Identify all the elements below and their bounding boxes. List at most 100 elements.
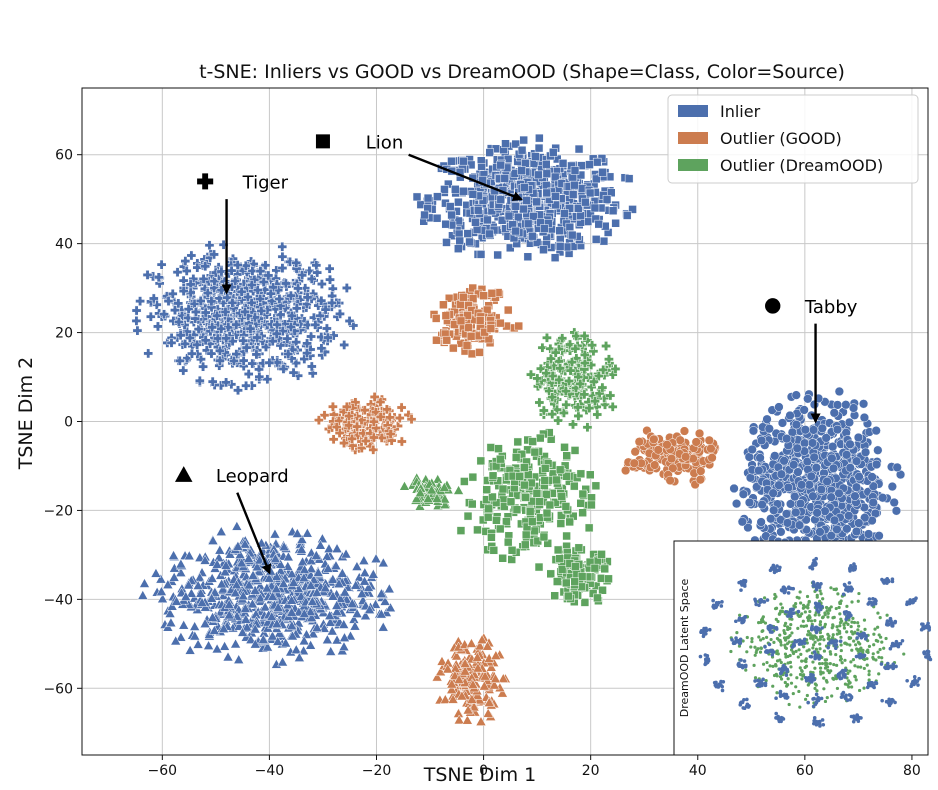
scatter-point <box>206 592 218 603</box>
scatter-point <box>483 697 495 707</box>
inset-outlier-point <box>801 603 806 607</box>
scatter-point <box>456 690 468 701</box>
scatter-point <box>207 376 218 387</box>
inset-title: DreamOOD Latent Space <box>678 579 691 718</box>
scatter-points <box>131 133 906 726</box>
inset-outlier-point <box>805 594 810 599</box>
scatter-point <box>275 558 287 569</box>
scatter-point <box>224 548 236 559</box>
cluster-outlier-dreamood--square <box>546 543 613 607</box>
inset-inlier-point <box>840 694 845 699</box>
scatter-point <box>247 598 258 609</box>
inset-outlier-point <box>775 649 779 653</box>
scatter-point <box>180 591 192 601</box>
scatter-point <box>166 337 177 348</box>
inset-outlier-point <box>803 610 807 614</box>
inset-inlier-point <box>815 608 819 612</box>
inset-inlier-point <box>768 630 773 634</box>
scatter-point <box>532 373 543 384</box>
scatter-point <box>768 488 778 498</box>
scatter-point <box>594 219 603 229</box>
scatter-point <box>567 230 577 240</box>
scatter-point <box>453 714 465 725</box>
scatter-point <box>168 549 179 560</box>
inset-inlier-point <box>793 639 797 643</box>
scatter-point <box>706 443 716 454</box>
scatter-point <box>459 186 468 196</box>
inset-outlier-point <box>831 633 835 637</box>
scatter-point <box>382 404 392 415</box>
inset-outlier-point <box>846 622 850 626</box>
inset-outlier-point <box>878 615 882 620</box>
inset-outlier-point <box>863 627 867 632</box>
scatter-point <box>326 625 338 636</box>
inset-inlier-point <box>862 632 867 637</box>
scatter-point <box>532 489 542 498</box>
inset-inlier-point <box>834 642 839 647</box>
scatter-point <box>799 438 810 448</box>
inset-outlier-point <box>838 612 842 616</box>
scatter-point <box>367 568 379 579</box>
inset-outlier-point <box>839 617 843 621</box>
inset-inlier-point <box>863 637 868 641</box>
scatter-point <box>286 568 298 579</box>
scatter-point <box>507 555 516 564</box>
scatter-point <box>608 206 618 215</box>
scatter-point <box>194 552 206 562</box>
inset-outlier-point <box>856 599 860 603</box>
y-tick-label: −60 <box>43 681 73 697</box>
scatter-point <box>521 493 530 502</box>
scatter-point <box>555 226 564 235</box>
scatter-point <box>311 622 323 632</box>
scatter-point <box>298 635 310 646</box>
scatter-point <box>265 288 276 299</box>
inset-outlier-point <box>857 624 861 628</box>
scatter-point <box>227 297 238 308</box>
scatter-point <box>486 324 496 333</box>
inset-outlier-point <box>885 613 889 617</box>
inset-inlier-cluster <box>842 610 853 622</box>
scatter-point <box>583 217 593 226</box>
inset-inlier-point <box>742 659 747 663</box>
scatter-point <box>433 192 442 201</box>
inset-inlier-cluster <box>774 689 790 701</box>
scatter-point <box>552 404 562 415</box>
scatter-point <box>571 562 580 571</box>
scatter-point <box>530 447 540 457</box>
scatter-point <box>293 283 303 294</box>
inset-outlier-point <box>884 636 888 641</box>
scatter-point <box>139 577 150 588</box>
scatter-point <box>581 197 590 207</box>
scatter-point <box>370 598 382 609</box>
scatter-point <box>217 583 229 594</box>
scatter-point <box>274 294 285 304</box>
scatter-point <box>828 463 839 474</box>
inset-outlier-point <box>814 647 818 651</box>
inset-inlier-point <box>809 626 814 631</box>
cluster-outlier-dreamood--plus <box>526 327 621 433</box>
inset-outlier-point <box>820 616 825 620</box>
inset-outlier-point <box>779 643 783 647</box>
scatter-point <box>192 638 204 649</box>
scatter-point <box>260 260 271 271</box>
scatter-point <box>486 443 496 452</box>
inset-outlier-point <box>752 663 756 667</box>
scatter-point <box>190 313 201 324</box>
scatter-point <box>232 540 244 551</box>
scatter-point <box>585 557 595 567</box>
plot-frame <box>81 87 929 756</box>
scatter-point <box>312 267 323 278</box>
inset-outlier-point <box>771 664 775 668</box>
scatter-point <box>601 341 611 351</box>
inset-outlier-point <box>823 622 827 626</box>
inset-outlier-point <box>825 680 829 684</box>
inset-outlier-point <box>808 615 812 620</box>
inset-outlier-point <box>819 592 823 596</box>
scatter-point <box>216 266 227 277</box>
annotation-marker-square <box>315 134 330 149</box>
scatter-point <box>889 497 899 508</box>
scatter-point <box>301 527 313 538</box>
inset-outlier-point <box>772 640 776 644</box>
scatter-point <box>135 296 145 307</box>
